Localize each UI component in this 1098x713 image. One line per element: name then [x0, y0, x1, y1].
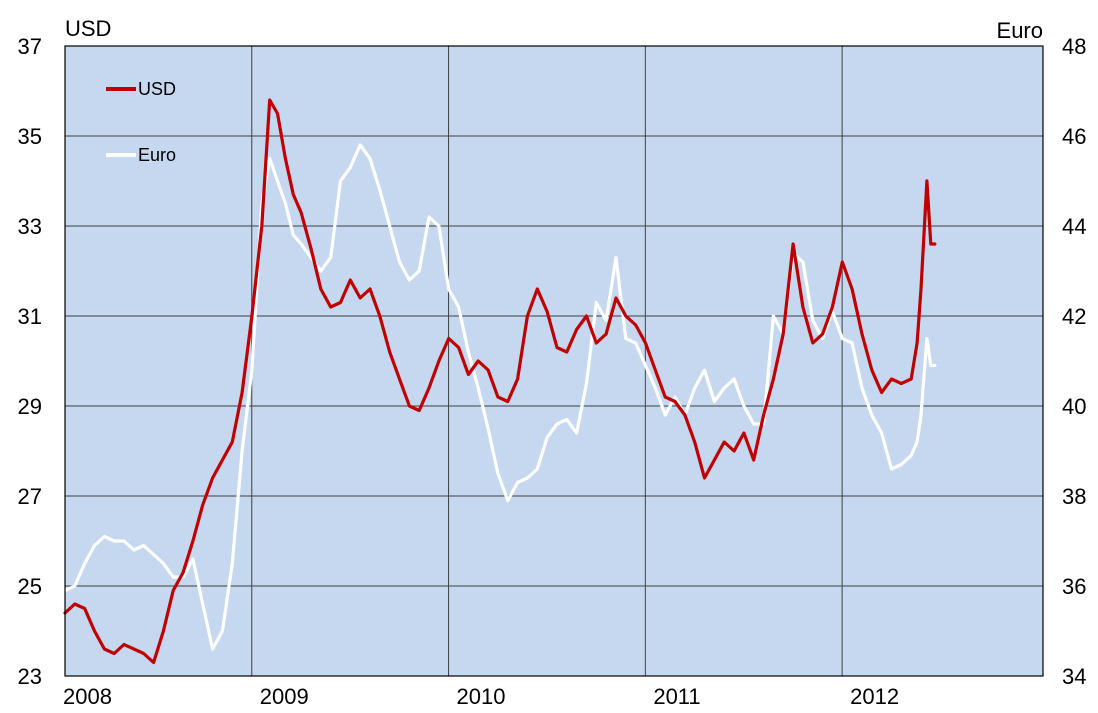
left-tick-label-25: 25 [18, 574, 42, 599]
left-tick-label-35: 35 [18, 124, 42, 149]
right-tick-label-40: 40 [1062, 394, 1086, 419]
x-tick-label-2012: 2012 [850, 684, 899, 709]
series-line-usd [63, 98, 937, 665]
x-tick-label-2009: 2009 [260, 684, 309, 709]
left-tick-label-31: 31 [18, 304, 42, 329]
left-tick-label-33: 33 [18, 214, 42, 239]
right-tick-label-42: 42 [1062, 304, 1086, 329]
series-layer [63, 98, 937, 665]
plot-frame [64, 45, 1044, 677]
x-tick-label-2008: 2008 [63, 684, 112, 709]
right-tick-label-36: 36 [1062, 574, 1086, 599]
legend-label-usd: USD [138, 79, 176, 99]
legend-label-euro: Euro [138, 145, 176, 165]
right-tick-label-34: 34 [1062, 664, 1086, 689]
legend: USD Euro [106, 79, 176, 165]
left-tick-label-29: 29 [18, 394, 42, 419]
right-tick-label-46: 46 [1062, 124, 1086, 149]
left-tick-label-37: 37 [18, 34, 42, 59]
right-axis-ticks: 34 36 38 40 42 44 46 48 [1062, 34, 1086, 689]
right-axis-title: Euro [997, 18, 1043, 43]
right-tick-label-38: 38 [1062, 484, 1086, 509]
left-tick-label-27: 27 [18, 484, 42, 509]
left-axis-ticks: 23 25 27 29 31 33 35 37 [18, 34, 42, 689]
right-tick-label-48: 48 [1062, 34, 1086, 59]
legend-item-euro: Euro [106, 145, 176, 165]
left-tick-label-23: 23 [18, 664, 42, 689]
legend-item-usd: USD [106, 79, 176, 99]
x-axis-ticks: 2008 2009 2010 2011 2012 [63, 684, 899, 709]
left-axis-title: USD [65, 16, 111, 41]
plot-area [65, 46, 1043, 676]
x-tick-label-2011: 2011 [653, 684, 700, 709]
series-line-euro [63, 143, 937, 651]
x-tick-label-2010: 2010 [457, 684, 506, 709]
right-tick-label-44: 44 [1062, 214, 1086, 239]
